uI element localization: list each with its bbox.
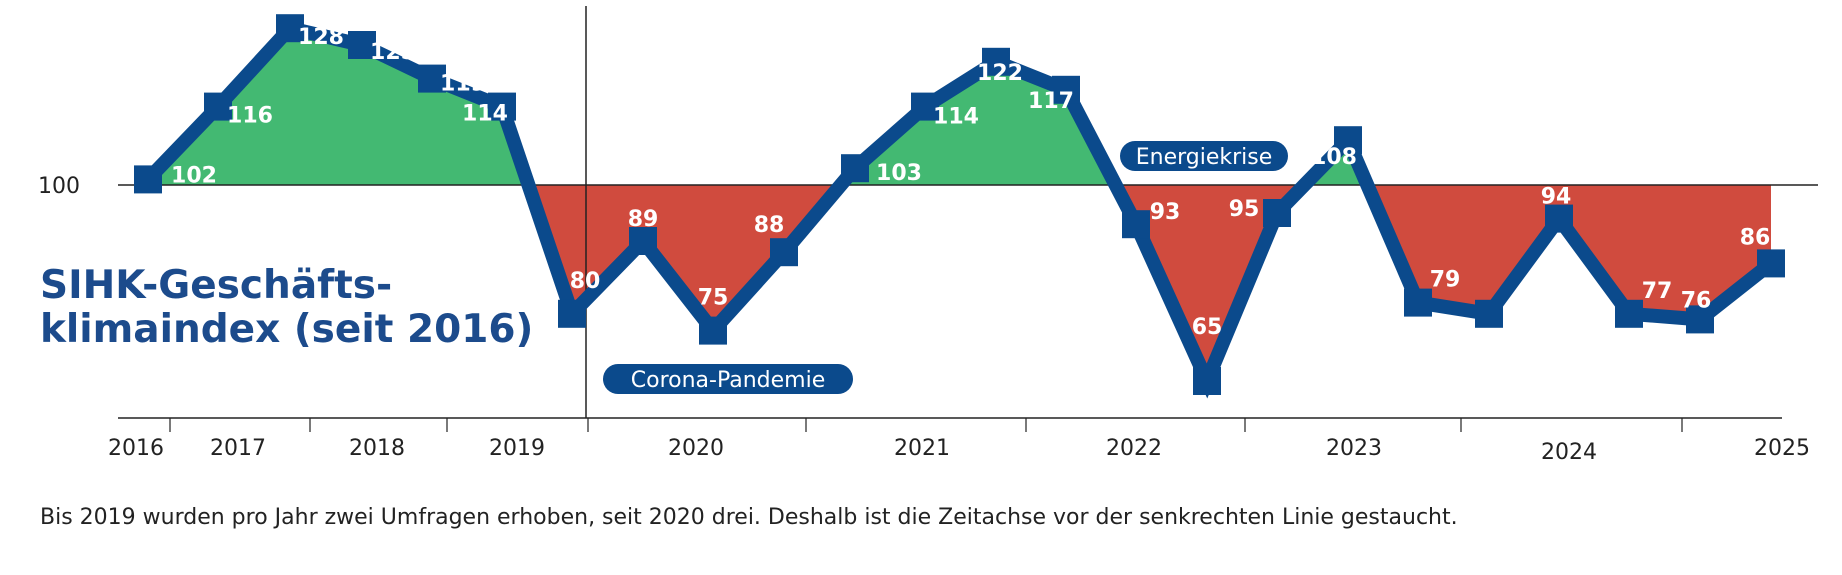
data-point-marker xyxy=(629,227,657,255)
data-point-marker xyxy=(558,299,586,328)
data-point-marker xyxy=(1334,126,1362,155)
data-value-label: 80 xyxy=(570,269,601,294)
area-below-100 xyxy=(1115,185,1305,381)
data-value-label: 94 xyxy=(1541,185,1572,210)
x-tick-label: 2017 xyxy=(210,436,266,461)
data-point-marker xyxy=(699,316,727,345)
data-point-marker xyxy=(1193,367,1221,395)
data-point-marker xyxy=(276,14,304,43)
data-value-label: 125 xyxy=(370,40,416,65)
data-point-marker xyxy=(134,165,162,194)
data-value-label: 76 xyxy=(1681,288,1712,313)
annotation-corona-bg xyxy=(603,364,853,394)
annotation-energy-text: Energiekrise xyxy=(1136,145,1273,170)
data-point-marker xyxy=(982,47,1010,76)
data-point-marker xyxy=(204,92,232,121)
data-value-label: 89 xyxy=(628,207,659,232)
data-markers xyxy=(134,14,1785,395)
x-tick-label: 2021 xyxy=(894,436,950,461)
data-value-label: 102 xyxy=(171,163,217,188)
data-value-label: 86 xyxy=(1740,225,1771,250)
area-above-100 xyxy=(148,28,529,186)
x-tick-label: 2016 xyxy=(108,436,164,461)
chart-title: SIHK-Geschäfts-klimaindex (seit 2016) xyxy=(40,263,533,352)
data-point-marker xyxy=(841,154,869,183)
data-point-marker xyxy=(1263,199,1291,227)
data-point-marker xyxy=(1475,299,1503,328)
data-value-label: 117 xyxy=(1028,89,1074,114)
data-point-marker xyxy=(1615,299,1643,328)
x-tick-label: 2024 xyxy=(1541,440,1597,465)
data-value-label: 122 xyxy=(977,61,1023,86)
annotation-corona-text: Corona-Pandemie xyxy=(631,368,826,393)
data-point-marker xyxy=(348,31,376,59)
x-tick-label: 2019 xyxy=(489,436,545,461)
data-value-label: 114 xyxy=(933,105,979,130)
x-tick-label: 2025 xyxy=(1754,436,1810,461)
data-value-label: 103 xyxy=(876,161,922,186)
area-below-100 xyxy=(528,185,841,331)
x-tick-label: 2022 xyxy=(1106,436,1162,461)
data-value-label: 75 xyxy=(698,286,729,311)
data-point-marker xyxy=(1757,249,1785,278)
data-point-marker xyxy=(1404,288,1432,317)
reference-label-100: 100 xyxy=(38,174,80,199)
annotation-corona: Corona-Pandemie xyxy=(603,364,853,394)
annotation-energy-bg xyxy=(1120,141,1288,171)
data-point-marker xyxy=(418,64,446,93)
data-value-label: 95 xyxy=(1229,197,1260,222)
data-value-label: 65 xyxy=(1192,315,1223,340)
data-value-label: 114 xyxy=(462,102,508,127)
data-value-label: 128 xyxy=(298,25,344,50)
data-point-marker xyxy=(1122,210,1150,239)
data-value-label: 119 xyxy=(440,72,486,97)
data-point-marker xyxy=(1052,75,1080,104)
data-value-label: 116 xyxy=(227,104,273,129)
x-tick-label: 2020 xyxy=(668,436,724,461)
area-below-100 xyxy=(1367,185,1771,320)
footnote: Bis 2019 wurden pro Jahr zwei Umfragen e… xyxy=(40,505,1458,530)
chart-title-line: klimaindex (seit 2016) xyxy=(40,307,533,352)
data-value-label: 77 xyxy=(1514,289,1545,314)
x-tick-label: 2023 xyxy=(1326,436,1382,461)
chart-title-line: SIHK-Geschäfts- xyxy=(40,263,392,308)
data-point-marker xyxy=(911,92,939,121)
data-value-label: 108 xyxy=(1311,145,1357,170)
data-value-label: 88 xyxy=(754,213,785,238)
data-point-marker xyxy=(488,92,516,121)
x-tick-label: 2018 xyxy=(349,436,405,461)
data-value-label: 77 xyxy=(1642,279,1673,304)
data-value-label: 93 xyxy=(1150,200,1181,225)
data-value-label: 79 xyxy=(1430,268,1461,293)
annotation-energy: Energiekrise xyxy=(1120,141,1288,171)
data-point-marker xyxy=(770,238,798,267)
area-above-100 xyxy=(840,61,1116,185)
data-point-marker xyxy=(1686,305,1714,334)
data-point-marker xyxy=(1545,204,1573,233)
